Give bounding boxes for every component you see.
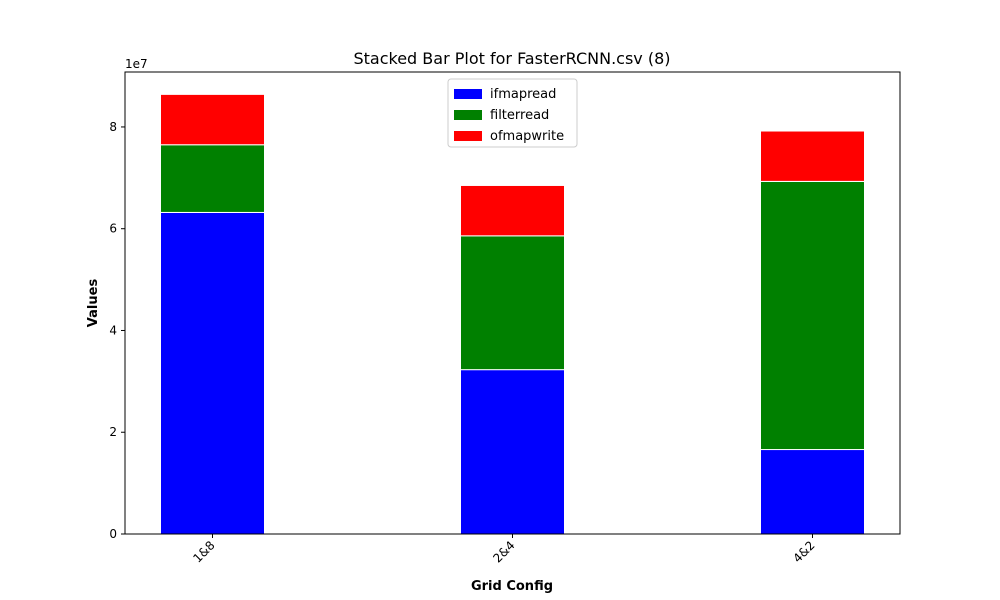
legend-swatch-filterread: [454, 110, 482, 120]
y-tick-label: 8: [109, 120, 117, 134]
bar-ofmapwrite-0: [160, 93, 265, 146]
legend-swatch-ifmapread: [454, 89, 482, 99]
y-axis-label: Values: [86, 279, 101, 328]
bar-ofmapwrite-2: [760, 130, 865, 182]
bar-filterread-1: [460, 235, 565, 371]
legend-label-ofmapwrite: ofmapwrite: [490, 129, 564, 144]
legend-label-ifmapread: ifmapread: [490, 87, 556, 102]
x-axis-label: Grid Config: [471, 579, 553, 594]
chart-title: Stacked Bar Plot for FasterRCNN.csv (8): [353, 49, 670, 68]
bar-ifmapread-0: [160, 211, 265, 535]
y-tick-label: 4: [109, 323, 117, 337]
y-tick-label: 2: [109, 425, 117, 439]
y-tick-label: 6: [109, 222, 117, 236]
y-axis-offset-label: 1e7: [125, 57, 148, 71]
y-axis-ticks: 0 2 4 6 8: [109, 120, 125, 541]
y-tick-label: 0: [109, 527, 117, 541]
legend-label-filterread: filterread: [490, 108, 549, 123]
legend: ifmapread filterread ofmapwrite: [447, 78, 578, 148]
bar-ifmapread-2: [760, 449, 865, 535]
legend-swatch-ofmapwrite: [454, 131, 482, 141]
bar-ifmapread-1: [460, 369, 565, 535]
bars-layer: [160, 93, 865, 535]
bar-filterread-2: [760, 180, 865, 451]
bar-ofmapwrite-1: [460, 184, 565, 237]
bar-filterread-0: [160, 144, 265, 213]
